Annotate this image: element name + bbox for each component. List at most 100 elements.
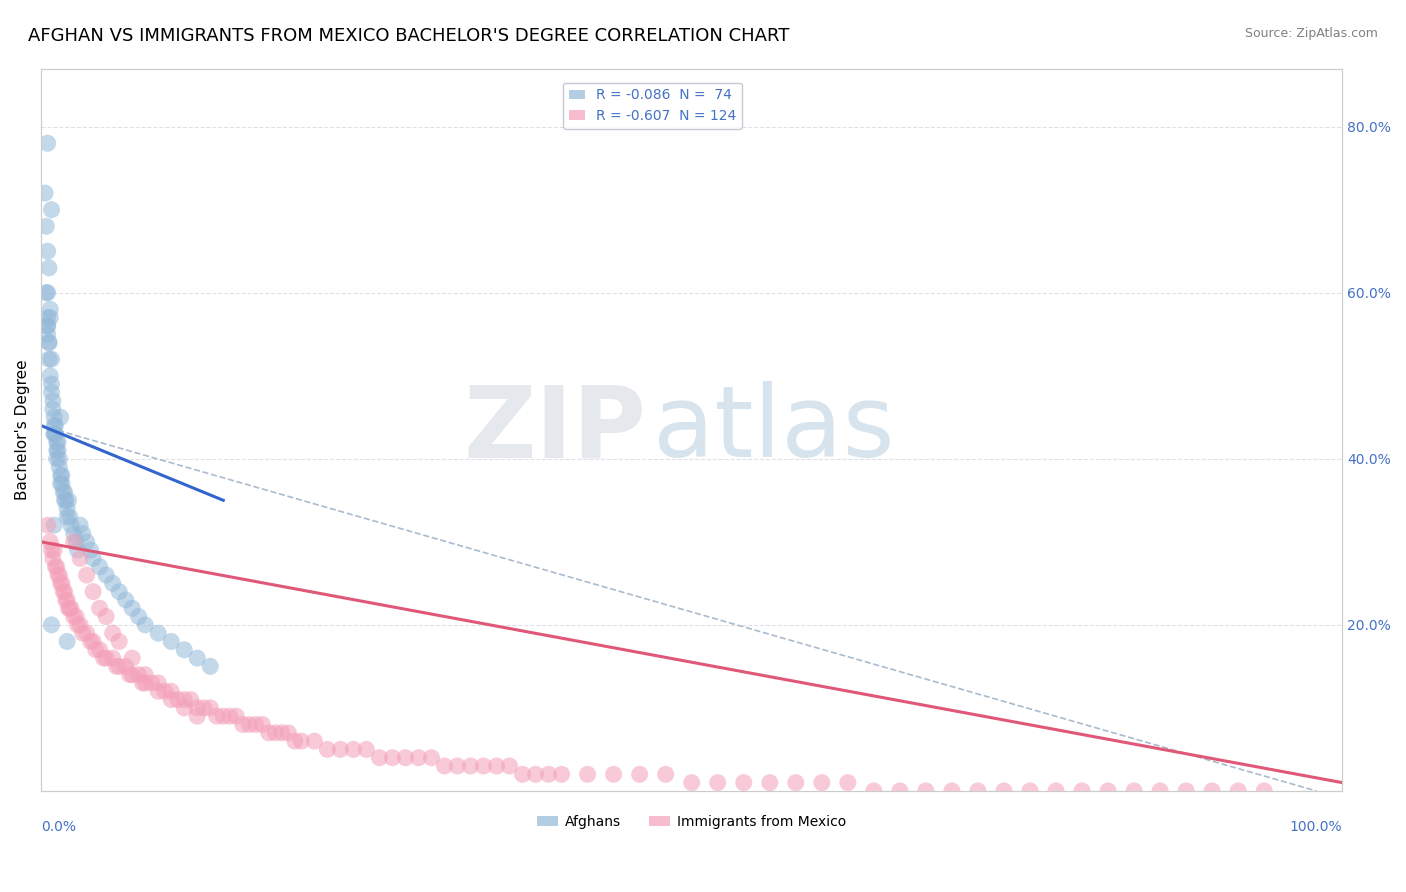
Point — [485, 759, 508, 773]
Point — [173, 701, 195, 715]
Point — [446, 759, 468, 773]
Point — [42, 551, 65, 566]
Point — [290, 734, 312, 748]
Point — [37, 244, 59, 259]
Point — [284, 734, 307, 748]
Point — [51, 468, 73, 483]
Point — [356, 742, 378, 756]
Point — [55, 593, 77, 607]
Point — [218, 709, 240, 723]
Point — [56, 501, 79, 516]
Point — [46, 568, 69, 582]
Point — [56, 634, 79, 648]
Point — [114, 593, 136, 607]
Point — [408, 750, 430, 764]
Point — [128, 667, 150, 681]
Point — [37, 310, 59, 325]
Point — [108, 634, 131, 648]
Point — [134, 676, 156, 690]
Point — [59, 601, 82, 615]
Point — [62, 609, 84, 624]
Point — [69, 518, 91, 533]
Point — [44, 426, 66, 441]
Point — [58, 601, 80, 615]
Point — [59, 509, 82, 524]
Point — [38, 335, 60, 350]
Point — [101, 651, 124, 665]
Point — [41, 202, 63, 217]
Point — [342, 742, 364, 756]
Point — [46, 435, 69, 450]
Point — [134, 618, 156, 632]
Point — [39, 310, 62, 325]
Point — [512, 767, 534, 781]
Point — [1201, 784, 1223, 798]
Point — [433, 759, 456, 773]
Point — [76, 626, 98, 640]
Point — [160, 692, 183, 706]
Point — [148, 676, 170, 690]
Point — [160, 634, 183, 648]
Point — [232, 717, 254, 731]
Point — [576, 767, 599, 781]
Point — [785, 775, 807, 789]
Text: Source: ZipAtlas.com: Source: ZipAtlas.com — [1244, 27, 1378, 40]
Point — [35, 285, 58, 300]
Point — [51, 576, 73, 591]
Point — [550, 767, 572, 781]
Point — [42, 410, 65, 425]
Point — [82, 634, 104, 648]
Point — [66, 543, 89, 558]
Point — [41, 377, 63, 392]
Point — [758, 775, 780, 789]
Point — [49, 576, 72, 591]
Point — [1253, 784, 1275, 798]
Point — [498, 759, 520, 773]
Point — [121, 667, 143, 681]
Point — [58, 493, 80, 508]
Point — [89, 559, 111, 574]
Point — [45, 443, 67, 458]
Point — [60, 518, 83, 533]
Text: ZIP: ZIP — [463, 381, 647, 478]
Point — [173, 692, 195, 706]
Point — [49, 468, 72, 483]
Point — [166, 692, 188, 706]
Point — [76, 534, 98, 549]
Point — [108, 659, 131, 673]
Point — [200, 701, 222, 715]
Text: atlas: atlas — [652, 381, 894, 478]
Point — [93, 651, 115, 665]
Point — [381, 750, 404, 764]
Point — [270, 726, 292, 740]
Point — [89, 642, 111, 657]
Point — [62, 534, 84, 549]
Point — [252, 717, 274, 731]
Point — [42, 426, 65, 441]
Point — [160, 684, 183, 698]
Point — [1175, 784, 1198, 798]
Point — [114, 659, 136, 673]
Point — [537, 767, 560, 781]
Point — [863, 784, 886, 798]
Point — [368, 750, 391, 764]
Point — [37, 285, 59, 300]
Point — [889, 784, 911, 798]
Point — [245, 717, 267, 731]
Point — [53, 493, 76, 508]
Point — [49, 410, 72, 425]
Point — [1071, 784, 1094, 798]
Point — [69, 618, 91, 632]
Point — [264, 726, 287, 740]
Point — [173, 642, 195, 657]
Point — [37, 318, 59, 333]
Point — [89, 601, 111, 615]
Point — [810, 775, 832, 789]
Point — [96, 609, 118, 624]
Point — [277, 726, 299, 740]
Point — [46, 443, 69, 458]
Point — [1227, 784, 1250, 798]
Point — [118, 667, 141, 681]
Point — [60, 601, 83, 615]
Point — [193, 701, 215, 715]
